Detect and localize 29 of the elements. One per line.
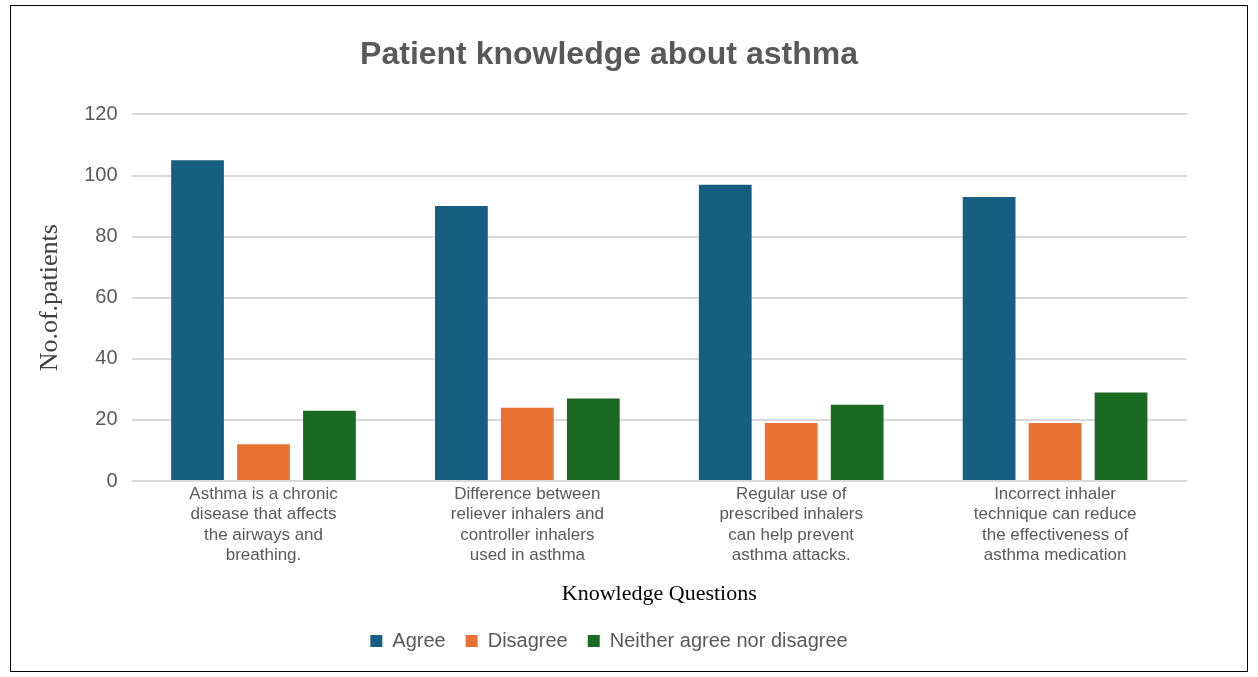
legend-label: Disagree bbox=[487, 628, 568, 651]
y-tick-label: 0 bbox=[106, 468, 118, 491]
bar bbox=[237, 444, 290, 480]
legend-label: Neither agree nor disagree bbox=[609, 628, 848, 651]
y-tick-label: 60 bbox=[95, 285, 118, 308]
bar bbox=[171, 160, 224, 480]
bar bbox=[500, 407, 554, 480]
bar bbox=[1028, 422, 1082, 480]
x-tick-label: Incorrect inhaler technique can reduce the effectiveness of asthma medication bbox=[973, 483, 1137, 565]
x-tick-label: Difference between reliever inhalers and controller inhalers used in asthma bbox=[450, 483, 604, 565]
bar bbox=[764, 422, 818, 480]
y-tick-label: 120 bbox=[84, 101, 118, 124]
y-tick-label: 100 bbox=[84, 163, 118, 186]
y-tick-label: 80 bbox=[95, 224, 118, 247]
bar bbox=[435, 206, 488, 480]
x-tick-label: Regular use of prescribed inhalers can help prevent asthma attacks. bbox=[719, 483, 864, 565]
y-axis-title: No.of.patients bbox=[34, 224, 64, 372]
bar bbox=[830, 404, 884, 480]
bar bbox=[1094, 392, 1148, 480]
y-tick-label: 40 bbox=[95, 346, 118, 369]
bar bbox=[566, 398, 620, 480]
legend-label: Agree bbox=[392, 628, 446, 651]
y-tick-label: 20 bbox=[95, 407, 118, 430]
chart-title: Patient knowledge about asthma bbox=[360, 35, 859, 72]
x-tick-label: Asthma is a chronic disease that affects the airways and breathing. bbox=[189, 483, 339, 565]
x-axis-title: Knowledge Questions bbox=[561, 579, 757, 605]
bar bbox=[698, 184, 752, 480]
bar bbox=[303, 410, 356, 480]
bar bbox=[962, 196, 1016, 480]
